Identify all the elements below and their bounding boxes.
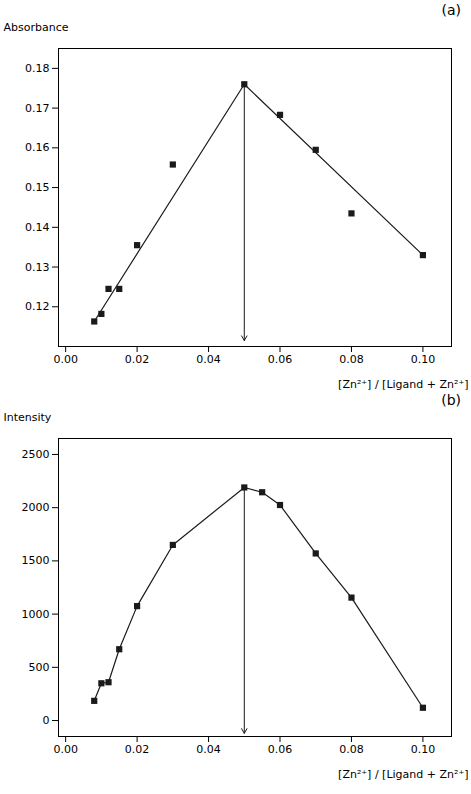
svg-text:2500: 2500 <box>22 448 50 461</box>
svg-text:0.02: 0.02 <box>125 743 150 756</box>
svg-text:0.02: 0.02 <box>125 353 150 366</box>
svg-text:0.04: 0.04 <box>196 743 221 756</box>
svg-text:0.15: 0.15 <box>25 181 50 194</box>
svg-text:0.12: 0.12 <box>25 300 50 313</box>
svg-text:Intensity: Intensity <box>4 411 52 424</box>
html-text:(a): (a) <box>441 2 461 18</box>
svg-text:1000: 1000 <box>22 608 50 621</box>
svg-text:[Zn²⁺] / [Ligand + Zn²⁺]: [Zn²⁺] / [Ligand + Zn²⁺] <box>338 378 468 391</box>
svg-text:[Zn²⁺] / [Ligand + Zn²⁺]: [Zn²⁺] / [Ligand + Zn²⁺] <box>338 768 468 781</box>
svg-text:2000: 2000 <box>22 501 50 514</box>
svg-text:0.06: 0.06 <box>268 743 293 756</box>
svg-text:0.10: 0.10 <box>411 353 436 366</box>
svg-text:0.13: 0.13 <box>25 261 50 274</box>
svg-text:0.08: 0.08 <box>339 743 364 756</box>
svg-text:1500: 1500 <box>22 554 50 567</box>
svg-text:0.17: 0.17 <box>25 102 50 115</box>
svg-text:0.18: 0.18 <box>25 62 50 75</box>
svg-text:0.16: 0.16 <box>25 141 50 154</box>
svg-text:0.08: 0.08 <box>339 353 364 366</box>
html-text:(b): (b) <box>441 392 461 408</box>
svg-text:0.00: 0.00 <box>53 743 78 756</box>
svg-text:0.14: 0.14 <box>25 221 50 234</box>
svg-text:Absorbance: Absorbance <box>4 21 69 34</box>
svg-text:0.06: 0.06 <box>268 353 293 366</box>
svg-text:0.10: 0.10 <box>411 743 436 756</box>
svg-text:0.00: 0.00 <box>53 353 78 366</box>
svg-text:500: 500 <box>29 661 50 674</box>
svg-text:0.04: 0.04 <box>196 353 221 366</box>
svg-text:0: 0 <box>43 714 50 727</box>
